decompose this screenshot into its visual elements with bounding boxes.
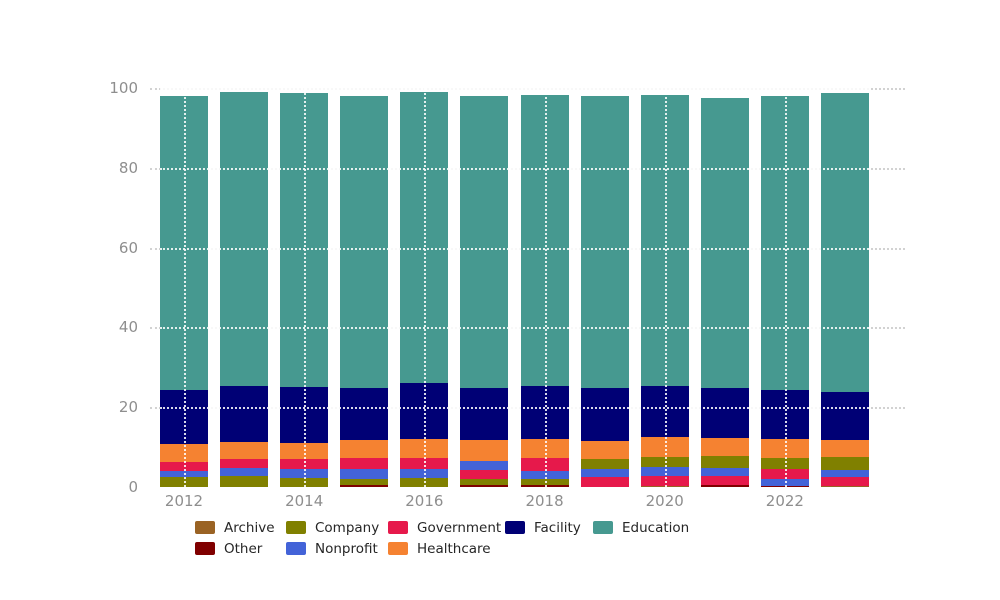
legend-label-archive: Archive bbox=[224, 519, 275, 536]
gridline-overlay-y-20 bbox=[160, 407, 869, 410]
bar-segment-2019-government bbox=[580, 477, 629, 487]
legend: Archive Company Government Facility Educatio… bbox=[195, 517, 689, 559]
bar-2015 bbox=[340, 96, 389, 487]
legend-label-government: Government bbox=[417, 519, 502, 536]
bar-segment-2017-company bbox=[460, 479, 509, 486]
legend-label-facility: Facility bbox=[534, 519, 581, 536]
gridline-overlay-y-40 bbox=[160, 327, 869, 330]
y-tick-label-20: 20 bbox=[118, 398, 138, 417]
bar-segment-2013-healthcare bbox=[220, 441, 269, 459]
legend-swatch-archive bbox=[195, 521, 215, 534]
x-tick-label-2016: 2016 bbox=[405, 492, 444, 510]
gridline-x-2022 bbox=[784, 88, 787, 487]
legend-label-healthcare: Healthcare bbox=[417, 540, 491, 557]
bar-2017 bbox=[460, 95, 509, 487]
bar-segment-2013-nonprofit bbox=[220, 468, 269, 477]
bar-segment-2023-archive bbox=[820, 486, 869, 487]
bar-segment-2015-other bbox=[340, 485, 389, 487]
legend-label-education: Education bbox=[622, 519, 690, 536]
bar-2023 bbox=[820, 92, 869, 487]
legend-swatch-education bbox=[593, 521, 613, 534]
gridline-overlay-y-100 bbox=[160, 88, 869, 90]
legend-item-education: Education bbox=[593, 520, 689, 536]
gridline-x-2014 bbox=[304, 88, 307, 487]
y-tick-label-100: 100 bbox=[109, 79, 138, 97]
bar-2013 bbox=[220, 91, 269, 487]
bar-segment-2015-government bbox=[340, 458, 389, 470]
legend-item-archive: Archive bbox=[195, 520, 286, 536]
bar-segment-2013-facility bbox=[220, 386, 269, 442]
bar-segment-2015-education bbox=[340, 96, 389, 389]
legend-swatch-healthcare bbox=[388, 542, 408, 555]
legend-item-other: Other bbox=[195, 541, 286, 557]
bar-segment-2021-facility bbox=[700, 388, 749, 438]
bar-segment-2021-healthcare bbox=[700, 437, 749, 457]
x-tick-label-2014: 2014 bbox=[285, 492, 324, 510]
bar-segment-2015-company bbox=[340, 478, 389, 486]
y-tick-label-40: 40 bbox=[118, 318, 138, 337]
legend-item-healthcare: Healthcare bbox=[388, 541, 505, 557]
bar-segment-2021-education bbox=[700, 98, 749, 389]
legend-item-nonprofit: Nonprofit bbox=[286, 541, 388, 557]
legend-swatch-facility bbox=[505, 521, 525, 534]
bar-segment-2023-facility bbox=[820, 392, 869, 440]
bar-segment-2023-nonprofit bbox=[820, 469, 869, 478]
legend-item-company: Company bbox=[286, 520, 388, 536]
bar-segment-2017-government bbox=[460, 470, 509, 480]
gridline-x-2016 bbox=[424, 88, 427, 487]
legend-swatch-government bbox=[388, 521, 408, 534]
gridline-overlay-y-80 bbox=[160, 167, 869, 170]
bar-segment-2021-nonprofit bbox=[700, 467, 749, 477]
bar-segment-2017-nonprofit bbox=[460, 461, 509, 471]
x-tick-label-2018: 2018 bbox=[525, 492, 564, 510]
legend-swatch-other bbox=[195, 542, 215, 555]
bar-segment-2017-other bbox=[460, 485, 509, 487]
y-tick-label-60: 60 bbox=[118, 238, 138, 257]
y-tick-label-80: 80 bbox=[118, 158, 138, 177]
bar-segment-2019-nonprofit bbox=[580, 469, 629, 478]
bar-segment-2019-healthcare bbox=[580, 440, 629, 459]
bar-segment-2023-government bbox=[820, 477, 869, 487]
bar-segment-2015-nonprofit bbox=[340, 469, 389, 479]
gridline-x-2018 bbox=[544, 88, 547, 487]
plot-area bbox=[150, 88, 905, 487]
legend-label-other: Other bbox=[224, 540, 263, 557]
bar-segment-2013-government bbox=[220, 458, 269, 469]
bar-segment-2023-company bbox=[820, 457, 869, 470]
bar-segment-2021-other bbox=[700, 485, 749, 487]
bar-segment-2015-facility bbox=[340, 388, 389, 441]
bar-segment-2023-education bbox=[820, 92, 869, 393]
bar-2019 bbox=[580, 96, 629, 487]
bar-segment-2019-company bbox=[580, 458, 629, 470]
bar-segment-2021-company bbox=[700, 456, 749, 468]
bar-segment-2019-facility bbox=[580, 387, 629, 441]
legend-label-company: Company bbox=[315, 519, 380, 536]
x-tick-label-2012: 2012 bbox=[164, 492, 204, 510]
bar-segment-2013-education bbox=[220, 91, 269, 387]
legend-item-government: Government bbox=[388, 520, 505, 536]
bar-segment-2017-facility bbox=[460, 387, 509, 440]
x-tick-label-2020: 2020 bbox=[645, 492, 684, 510]
legend-swatch-nonprofit bbox=[286, 542, 306, 555]
x-tick-label-2022: 2022 bbox=[765, 492, 804, 510]
gridline-overlay-y-60 bbox=[160, 247, 869, 250]
legend-item-facility: Facility bbox=[505, 520, 593, 536]
gridline-x-2020 bbox=[664, 88, 667, 487]
bar-segment-2021-government bbox=[700, 476, 749, 486]
legend-swatch-company bbox=[286, 521, 306, 534]
bar-segment-2017-education bbox=[460, 95, 509, 388]
y-tick-label-0: 0 bbox=[128, 478, 138, 496]
bar-segment-2023-healthcare bbox=[820, 439, 869, 458]
gridline-x-2012 bbox=[184, 88, 186, 487]
bar-2021 bbox=[700, 98, 749, 487]
bar-segment-2019-education bbox=[580, 96, 629, 388]
bar-segment-2015-healthcare bbox=[340, 440, 389, 459]
legend-label-nonprofit: Nonprofit bbox=[315, 540, 378, 557]
bar-segment-2013-company bbox=[220, 476, 269, 487]
bar-segment-2017-healthcare bbox=[460, 439, 509, 462]
